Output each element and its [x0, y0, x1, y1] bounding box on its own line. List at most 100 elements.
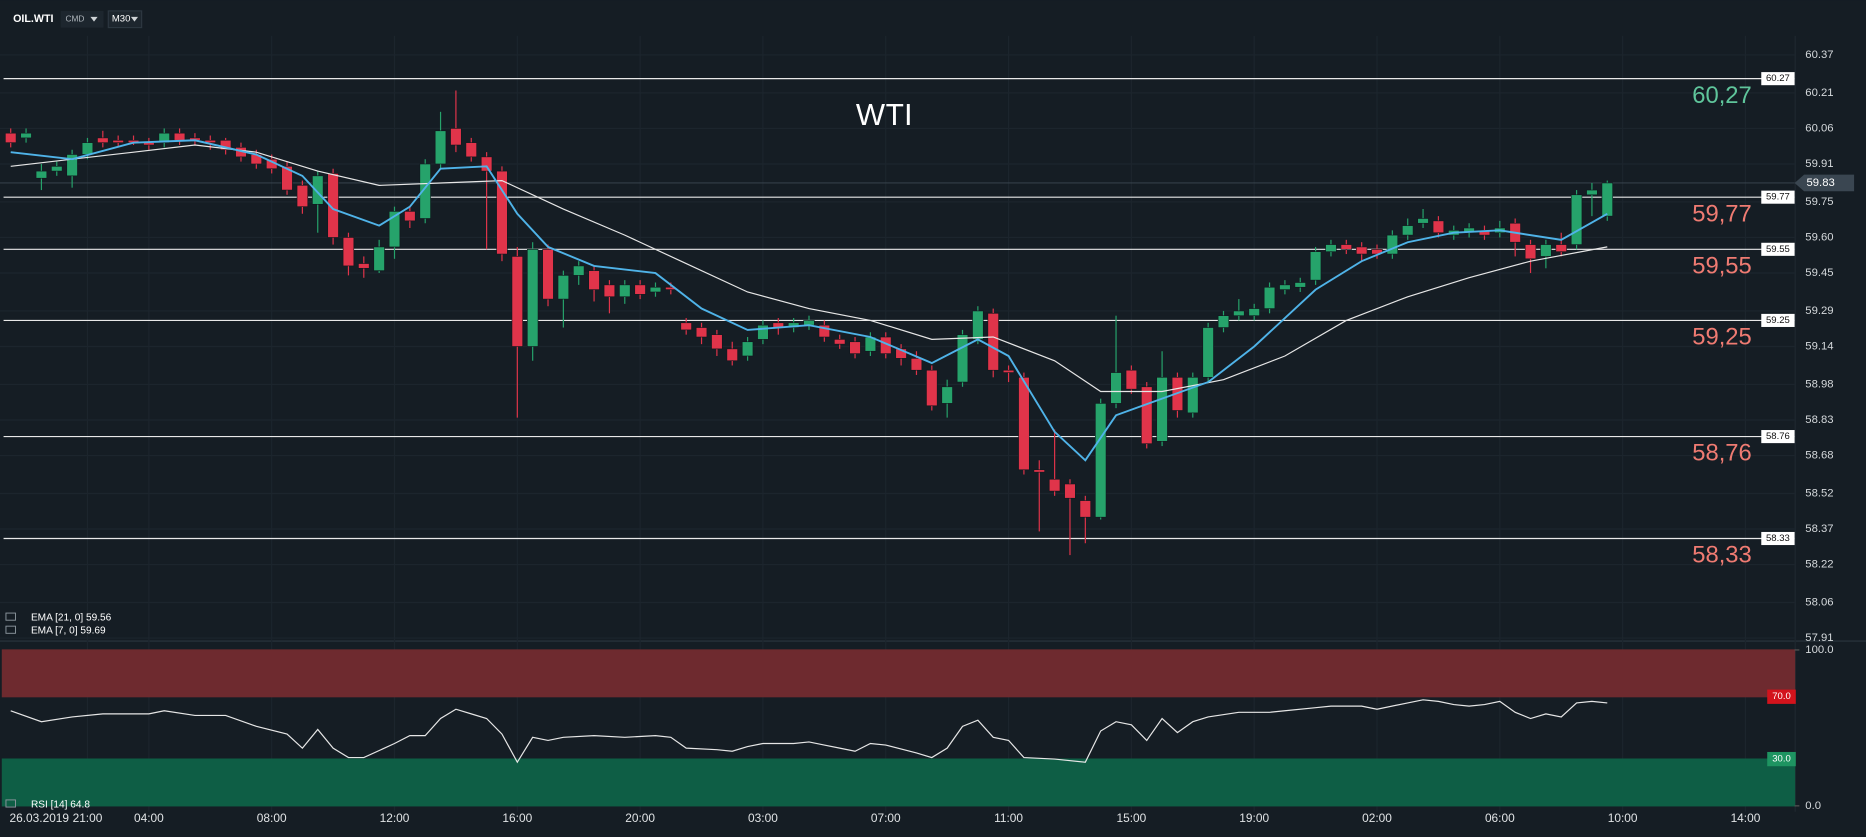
candle-body	[1586, 189, 1598, 196]
ema-line	[10, 144, 1608, 393]
candle-body	[649, 286, 662, 293]
level-tag-text: 58.76	[1766, 431, 1790, 442]
candle-body	[1048, 478, 1061, 492]
candle-body	[158, 132, 170, 143]
level-label: 60,27	[1692, 82, 1752, 109]
symbol: OIL.WTI	[13, 13, 53, 25]
level-label: 59,25	[1692, 324, 1752, 351]
rsi-zone	[1, 649, 1796, 698]
candle-body	[511, 256, 523, 347]
level-tag	[1761, 313, 1795, 327]
candle-body	[1279, 284, 1291, 290]
timeframe-dropdown[interactable]: M30	[107, 10, 143, 29]
x-tick-label: 16:00	[502, 811, 532, 825]
candle-body	[834, 339, 846, 345]
candle-body	[20, 132, 32, 139]
candle-body	[1187, 377, 1199, 414]
candle-body	[1217, 315, 1230, 328]
candle-body	[941, 386, 953, 404]
candle-body	[97, 137, 109, 143]
x-tick-label: 11:00	[994, 811, 1023, 825]
candle-body	[496, 170, 508, 255]
x-tick-label: 20:00	[625, 811, 655, 825]
level-label: 58,76	[1692, 440, 1752, 467]
level-tag	[1761, 242, 1795, 256]
level-label: 58,33	[1692, 542, 1752, 569]
legend-entry: RSI [14] 64.8	[31, 799, 90, 810]
candle-body	[1233, 310, 1245, 316]
legend-entry: EMA [7, 0] 59.69	[31, 626, 106, 637]
y-tick-label: 57.91	[1805, 632, 1833, 644]
candle-body	[219, 139, 232, 151]
candle-body	[1340, 244, 1352, 250]
candle-body	[695, 327, 708, 338]
level-label: 59,55	[1692, 252, 1752, 279]
rsi-line	[10, 699, 1608, 764]
candle-body	[849, 341, 861, 354]
candle-body	[741, 341, 754, 357]
candle-body	[1570, 194, 1583, 245]
candle-body	[818, 324, 831, 338]
candle-body	[726, 348, 738, 362]
y-tick-label: 58.22	[1805, 559, 1833, 571]
candle-body	[1110, 372, 1122, 404]
timeframe[interactable]: M30	[112, 14, 131, 25]
candle-body	[1386, 234, 1399, 255]
x-tick-label: 12:00	[380, 811, 410, 825]
y-tick-label: 60.21	[1805, 87, 1833, 99]
candle-body	[1309, 251, 1322, 281]
candle-body	[757, 324, 769, 340]
dropdown-box[interactable]	[107, 10, 143, 29]
candle-body	[1325, 244, 1337, 252]
level-tag	[1761, 190, 1795, 204]
rsi-tick-label: 70.0	[1772, 691, 1791, 702]
x-tick-label: 15:00	[1116, 811, 1146, 825]
level-tag-text: 58.33	[1766, 533, 1790, 544]
rsi-tick-tag	[1767, 751, 1796, 767]
dropdown-arrow[interactable]	[90, 16, 98, 22]
rsi-tick-label: 0.0	[1805, 800, 1821, 812]
y-tick-label: 59.14	[1805, 340, 1833, 352]
market[interactable]: CMD	[65, 13, 84, 23]
level-tag-text: 59.77	[1766, 192, 1790, 203]
level-tag-text: 59.25	[1766, 315, 1790, 326]
y-tick-label: 58.68	[1805, 450, 1833, 462]
dropdown-arrow[interactable]	[130, 16, 139, 22]
dropdown-box[interactable]	[60, 10, 104, 28]
candle-body	[296, 185, 309, 207]
candle-body	[1540, 244, 1552, 257]
candle-body	[434, 130, 447, 165]
chart-title: WTI	[856, 97, 913, 132]
y-tick-label: 59.75	[1805, 196, 1833, 208]
candle-body	[1601, 182, 1613, 217]
level-tag-text: 59.55	[1766, 244, 1790, 255]
y-tick-label: 59.91	[1805, 158, 1833, 170]
x-tick-label: 14:00	[1731, 811, 1761, 825]
x-tick-label: 21:00	[73, 811, 103, 825]
y-tick-label: 58.83	[1805, 414, 1833, 426]
y-tick-label: 59.60	[1805, 231, 1833, 243]
x-tick-label: 06:00	[1485, 811, 1515, 825]
market-dropdown[interactable]: CMD	[60, 10, 104, 28]
candle-body	[1524, 244, 1537, 260]
candle-body	[358, 263, 370, 269]
candle-body	[404, 211, 416, 222]
candle-body	[35, 170, 48, 179]
candle-body	[1294, 282, 1306, 288]
x-tick-label: 19:00	[1239, 811, 1269, 825]
level-tag	[1761, 531, 1795, 546]
candle-body	[173, 132, 186, 141]
rsi-tick-label: 30.0	[1772, 754, 1791, 765]
candle-body	[1079, 500, 1091, 518]
candle-body	[956, 334, 969, 383]
candle-body	[1402, 225, 1414, 236]
legend-icon	[5, 612, 16, 621]
candle-body	[1202, 327, 1214, 378]
candle-body	[81, 142, 94, 155]
candle-body	[972, 310, 984, 340]
candle-body	[1002, 369, 1015, 373]
candle-body	[5, 132, 17, 143]
legend-icon	[5, 625, 16, 634]
